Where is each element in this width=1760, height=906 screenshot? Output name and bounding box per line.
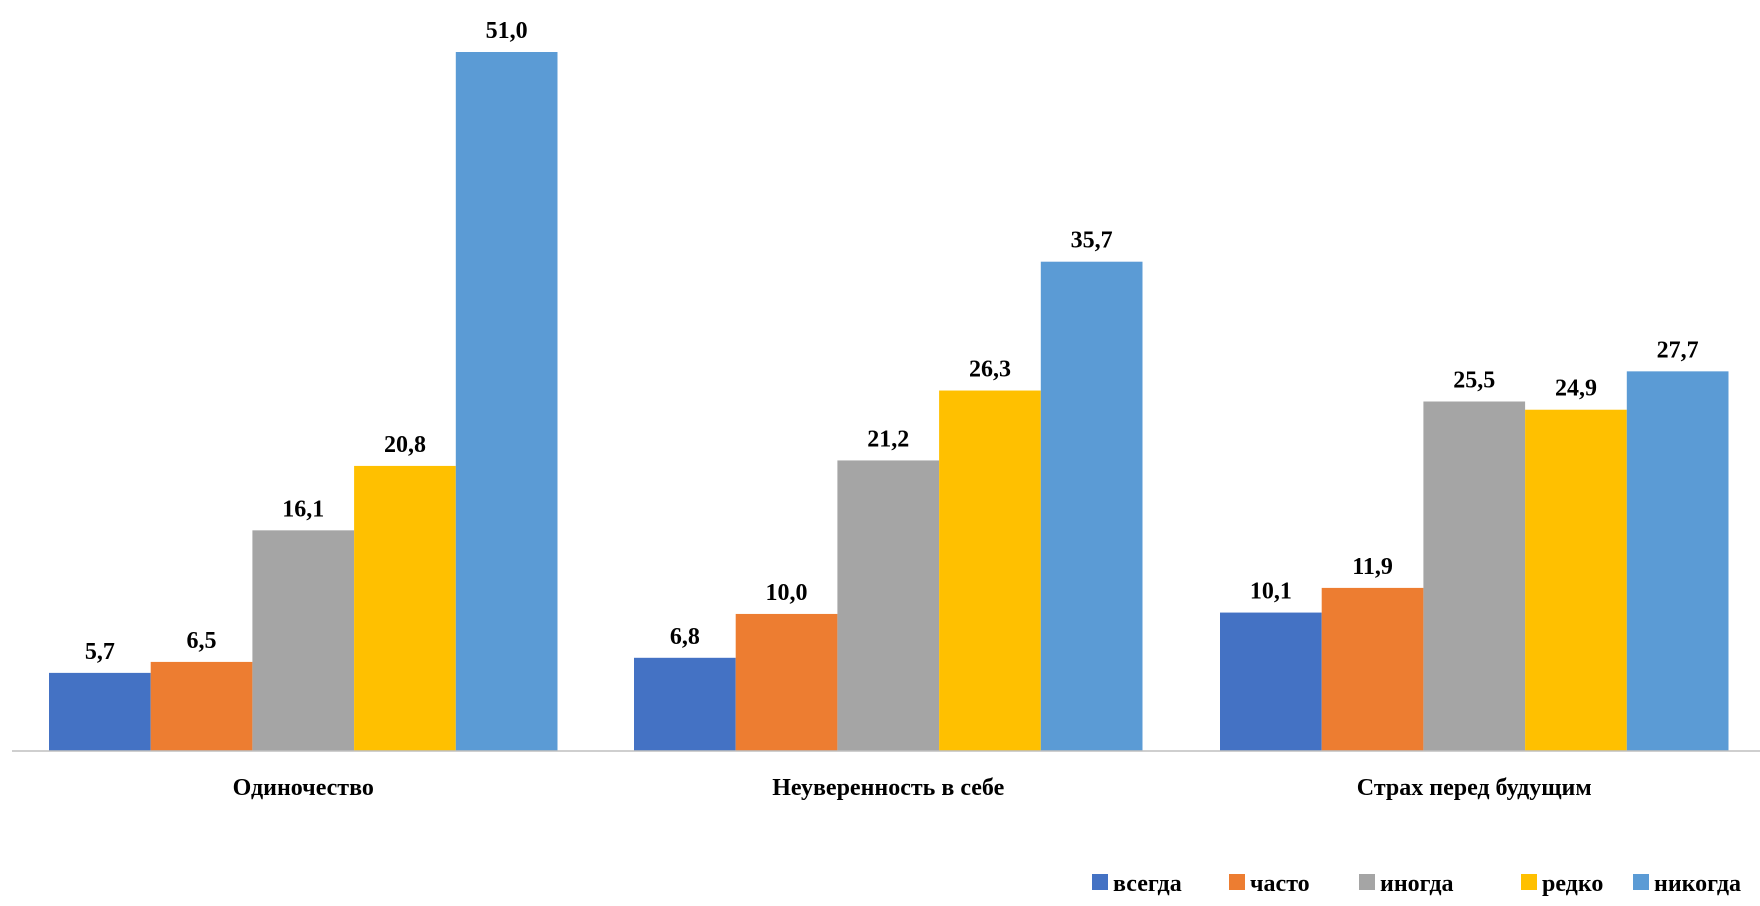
bar-часто-2 [735, 613, 838, 751]
data-label: 24,9 [1555, 376, 1597, 402]
data-label: 27,7 [1657, 337, 1699, 363]
bar-иногда-3 [1423, 401, 1526, 751]
data-label: 35,7 [1071, 228, 1113, 254]
data-label: 26,3 [969, 357, 1011, 383]
data-label: 6,8 [670, 624, 700, 650]
bar-редко-2 [939, 390, 1041, 751]
bar-иногда-2 [837, 460, 940, 751]
legend-label: редко [1542, 871, 1603, 897]
bar-всегда-1 [49, 672, 151, 751]
data-label: 11,9 [1352, 554, 1393, 580]
bar-часто-1 [150, 661, 253, 751]
bar-редко-3 [1525, 409, 1627, 751]
legend-label: никогда [1654, 871, 1741, 897]
legend-swatch-всегда [1092, 874, 1108, 890]
legend: всегда часто иногда редко никогда [1092, 871, 1741, 897]
category-labels-group: Одиночество Неуверенность в себе Страх пер… [233, 775, 1592, 801]
bars-group [49, 52, 1729, 751]
legend-swatch-редко [1521, 874, 1537, 890]
data-label: 16,1 [282, 496, 324, 522]
bar-никогда-1 [455, 52, 558, 751]
data-label: 51,0 [486, 18, 528, 44]
data-label: 21,2 [867, 426, 909, 452]
bar-никогда-2 [1040, 261, 1143, 751]
bar-редко-1 [354, 465, 456, 751]
legend-label: часто [1250, 871, 1310, 897]
category-label: Неуверенность в себе [772, 775, 1004, 801]
bar-никогда-3 [1626, 371, 1729, 751]
legend-swatch-иногда [1359, 874, 1375, 890]
bar-иногда-1 [252, 530, 355, 751]
legend-swatch-часто [1229, 874, 1245, 890]
category-label: Страх перед будущим [1357, 775, 1592, 801]
data-label: 25,5 [1453, 368, 1495, 394]
category-label: Одиночество [233, 775, 374, 801]
data-label: 10,1 [1250, 579, 1292, 605]
legend-label: всегда [1113, 871, 1182, 897]
legend-label: иногда [1380, 871, 1454, 897]
data-label: 5,7 [85, 639, 115, 665]
bar-часто-3 [1321, 587, 1424, 751]
data-label: 6,5 [187, 628, 217, 654]
bar-всегда-3 [1220, 612, 1322, 751]
bar-всегда-2 [634, 657, 736, 751]
data-label: 10,0 [766, 580, 808, 606]
value-labels-group: 5,7 6,5 16,1 20,8 51,0 6,8 10,0 21,2 26,3 35,7 10,… [85, 18, 1699, 665]
legend-swatch-никогда [1633, 874, 1649, 890]
data-label: 20,8 [384, 432, 426, 458]
